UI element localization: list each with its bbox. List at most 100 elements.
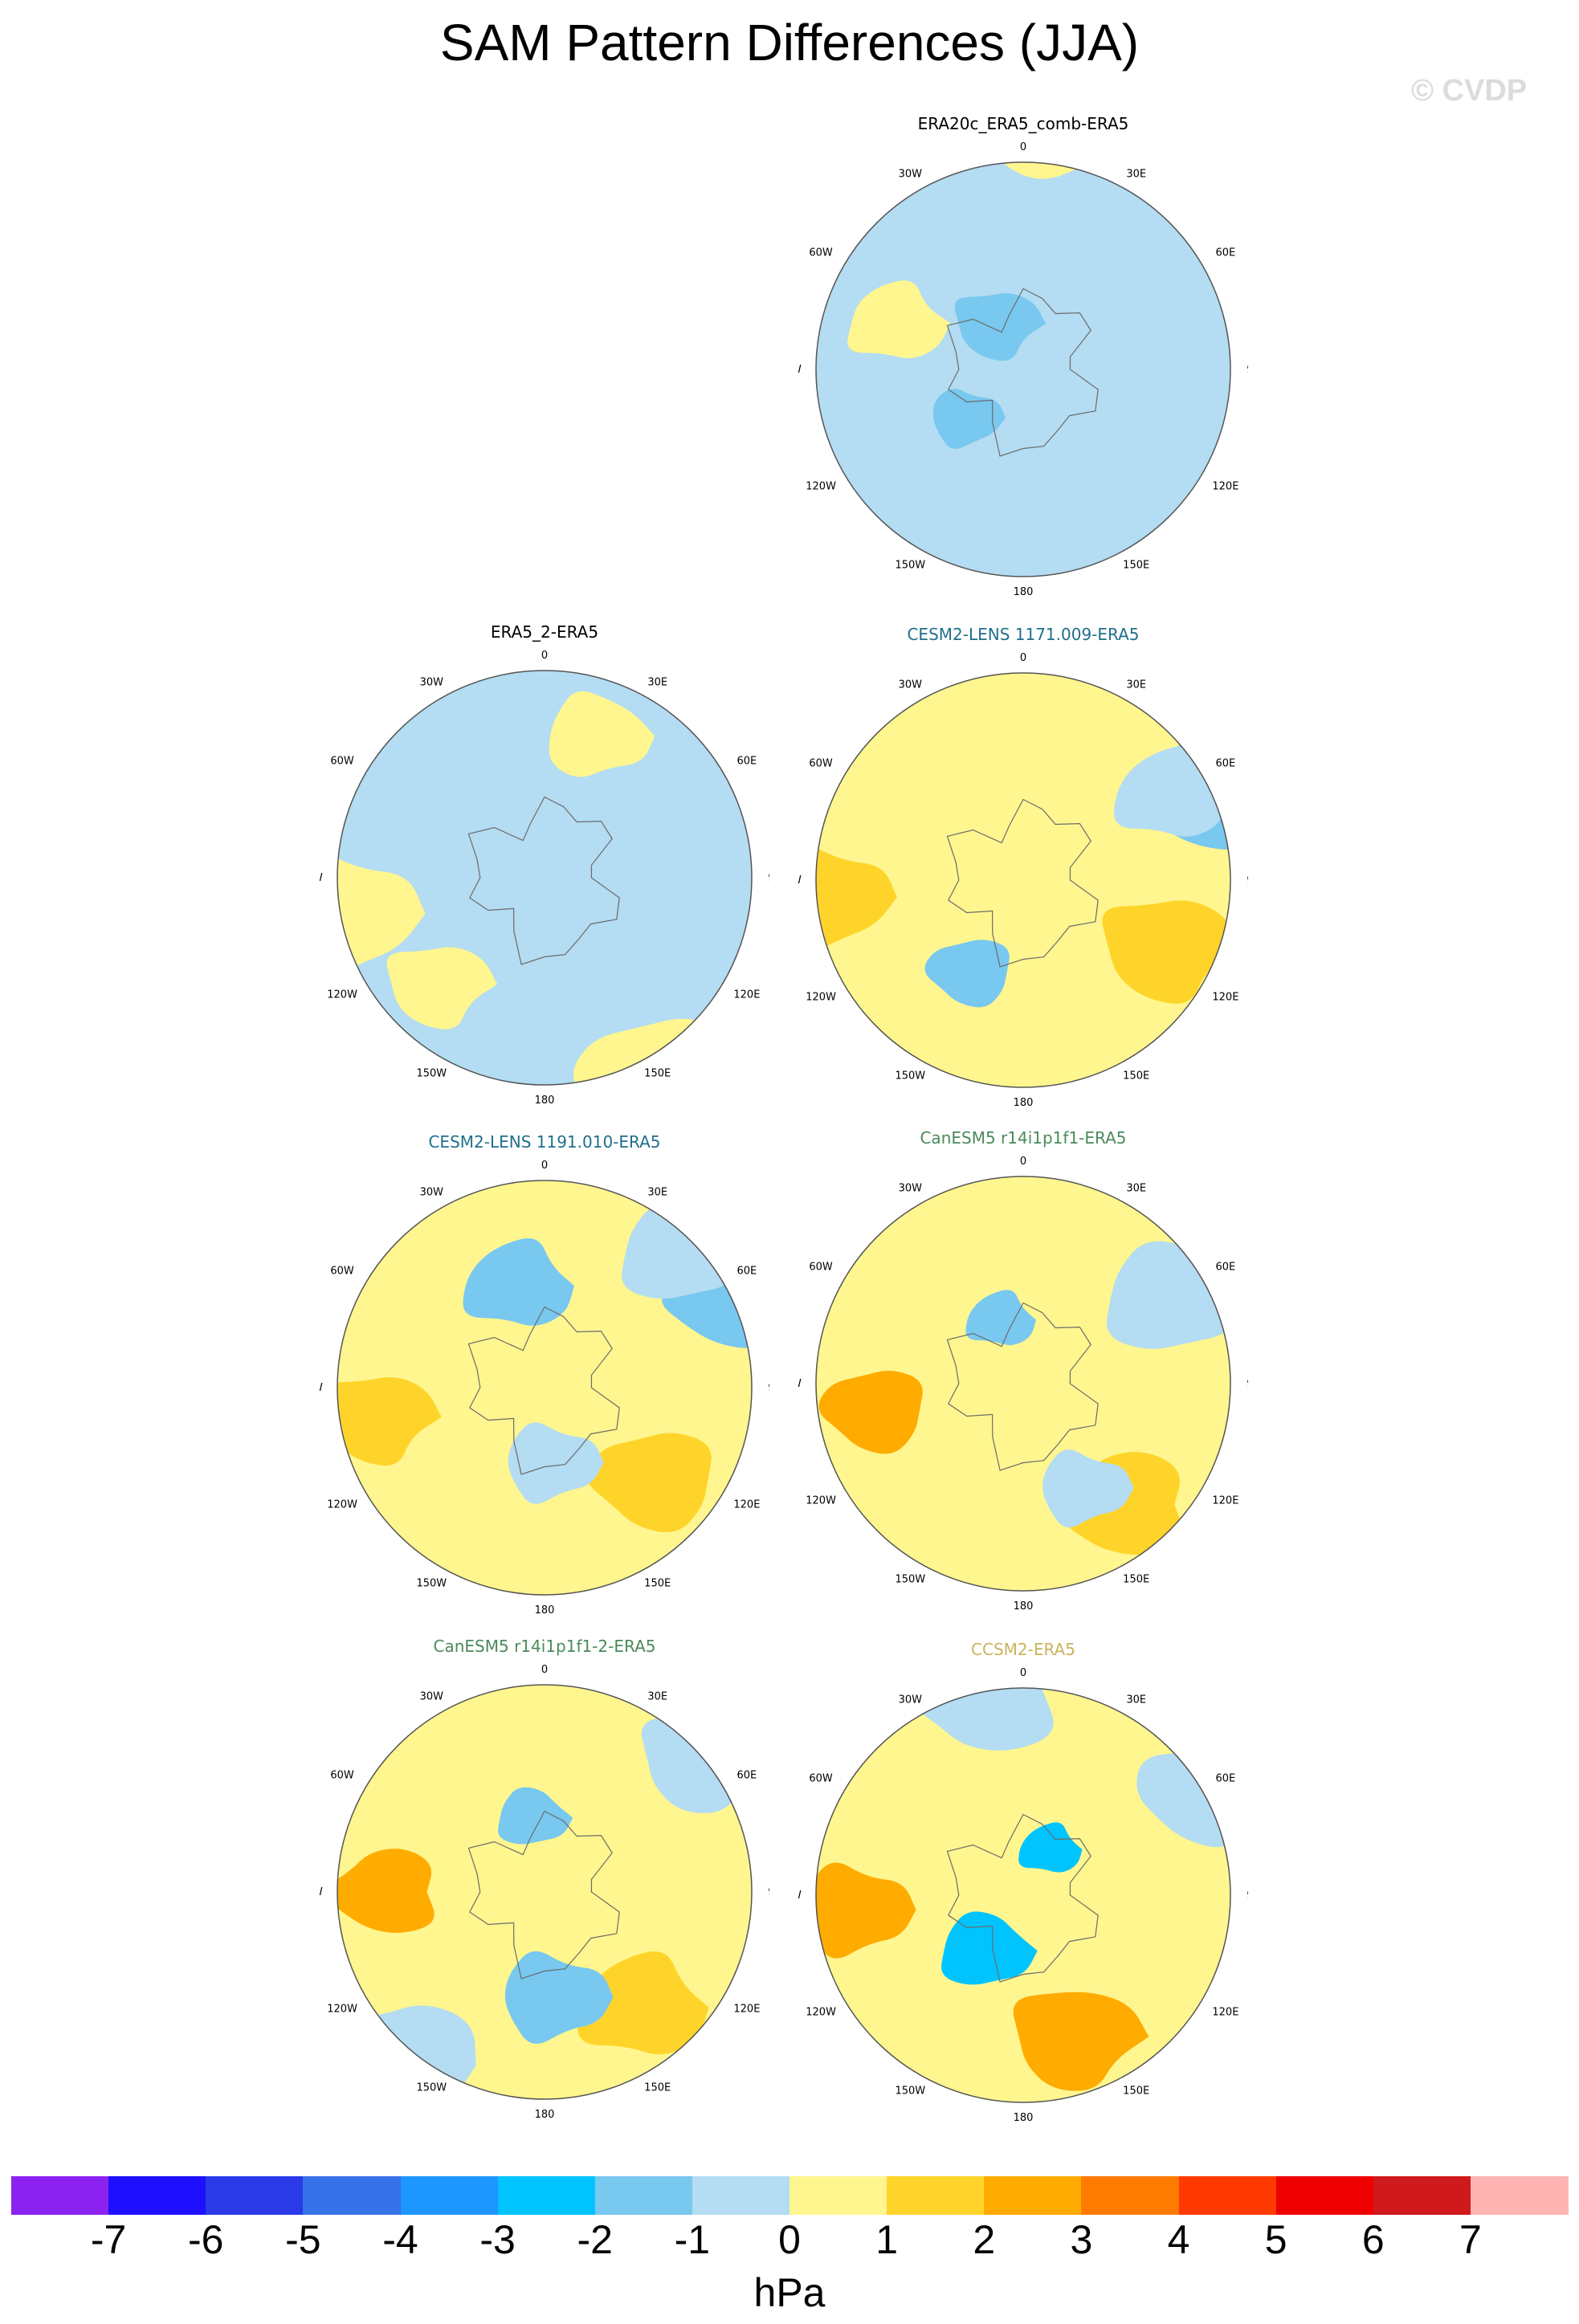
colorbar-box xyxy=(790,2176,887,2215)
colorbar-box xyxy=(887,2176,985,2215)
longitude-label: 120E xyxy=(1212,2006,1238,2018)
map-field xyxy=(816,673,1230,1087)
longitude-label: 60W xyxy=(809,247,833,259)
longitude-label: 180 xyxy=(1014,1600,1034,1610)
colorbar-tick-label: 5 xyxy=(1264,2217,1287,2262)
anomaly-region xyxy=(337,852,426,980)
background-level xyxy=(337,671,752,1085)
colorbar-box xyxy=(1178,2176,1277,2215)
colorbar xyxy=(11,2176,1569,2215)
background-level xyxy=(816,162,1230,577)
map-field xyxy=(816,162,1230,577)
longitude-label: 120W xyxy=(327,1498,357,1511)
map-boundary xyxy=(815,161,1231,577)
colorbar-box xyxy=(1470,2176,1569,2215)
longitude-label: 60W xyxy=(330,1770,354,1782)
longitude-label: 60E xyxy=(737,756,757,768)
antarctica-coastline xyxy=(946,1302,1099,1471)
anomaly-region xyxy=(463,1237,574,1326)
antarctica-coastline xyxy=(946,287,1099,457)
longitude-label: 150E xyxy=(1123,1574,1149,1586)
longitude-label: 60W xyxy=(809,1262,833,1274)
panel-title: CCSM2-ERA5 xyxy=(971,1640,1075,1659)
longitude-label: 180 xyxy=(535,1095,555,1104)
colorbar-labels: -7 -6 -5 -4 -3 -2 -1 0 1 2 3 4 5 6 7 xyxy=(11,2216,1568,2265)
longitude-label: 120E xyxy=(733,1498,760,1511)
longitude-label: 150E xyxy=(644,1578,671,1590)
panel-canesm5-r14-2: CanESM5 r14i1p1f1-2-ERA5 0 30E 60E 90E 120E 1… xyxy=(320,1637,769,2118)
longitude-label: 90W xyxy=(798,875,802,887)
colorbar-tick-label: 7 xyxy=(1459,2217,1482,2262)
longitude-label: 30E xyxy=(1126,1182,1146,1194)
anomaly-region xyxy=(337,2005,476,2099)
colorbar-box xyxy=(206,2176,304,2215)
longitude-label: 90E xyxy=(1246,364,1248,376)
anomaly-region xyxy=(587,1433,712,1533)
panel-era20c-era5-comb: ERA20c_ERA5_comb-ERA5 0 30E 60E 90E 120E 150E… xyxy=(798,114,1248,596)
colorbar-tick-label: 0 xyxy=(778,2217,801,2262)
map-boundary xyxy=(337,670,753,1086)
longitude-label: 120W xyxy=(806,2006,836,2018)
colorbar-box xyxy=(497,2176,596,2215)
polar-map: 0 30E 60E 90E 120E 150E 180 150W 120W 90W 60W 30W xyxy=(320,650,769,1104)
longitude-label: 150W xyxy=(416,2082,447,2094)
colorbar-box xyxy=(1081,2176,1179,2215)
longitude-label: 0 xyxy=(541,1664,548,1676)
anomaly-region xyxy=(932,389,1006,449)
longitude-label: 90E xyxy=(1246,875,1248,887)
anomaly-region xyxy=(816,847,897,951)
longitude-label: 60E xyxy=(737,1266,757,1278)
colorbar-tick-label: 1 xyxy=(875,2217,899,2262)
longitude-label: 150W xyxy=(895,560,925,572)
anomaly-region xyxy=(498,1787,573,1845)
colorbar-box xyxy=(1373,2176,1471,2215)
longitude-label: 120W xyxy=(327,989,357,1001)
antarctica-coastline xyxy=(467,1810,620,1979)
map-field xyxy=(816,1688,1230,2102)
longitude-label: 120E xyxy=(733,989,760,1001)
map-boundary xyxy=(815,1176,1231,1592)
map-field xyxy=(337,1180,752,1595)
panel-cesm2-lens-1171: CESM2-LENS 1171.009-ERA5 0 30E 60E 90E 120E 1… xyxy=(798,625,1248,1107)
anomaly-region xyxy=(1042,1449,1134,1527)
panel-cesm2-lens-1191: CESM2-LENS 1191.010-ERA5 0 30E 60E 90E 120E 1… xyxy=(320,1132,769,1614)
longitude-label: 150W xyxy=(416,1578,447,1590)
longitude-label: 90E xyxy=(768,1382,769,1394)
panel-title: CESM2-LENS 1191.010-ERA5 xyxy=(428,1132,661,1152)
longitude-label: 120W xyxy=(327,2003,357,2015)
longitude-label: 30W xyxy=(899,679,923,691)
longitude-label: 30E xyxy=(647,1690,667,1702)
longitude-label: 120W xyxy=(806,480,836,492)
longitude-label: 150E xyxy=(1123,560,1149,572)
anomaly-region xyxy=(577,1951,709,2055)
colorbar-box xyxy=(594,2176,693,2215)
panel-ccsm2: CCSM2-ERA5 0 30E 60E 90E 120E 150E 180 150W 120W… xyxy=(798,1640,1248,2122)
longitude-label: 60E xyxy=(1216,1262,1236,1274)
map-boundary xyxy=(815,672,1231,1088)
longitude-label: 0 xyxy=(541,650,548,662)
longitude-label: 120E xyxy=(1212,480,1238,492)
anomaly-region xyxy=(954,293,1047,361)
anomaly-region xyxy=(386,947,498,1029)
longitude-label: 90W xyxy=(798,364,802,376)
longitude-label: 30W xyxy=(899,1694,923,1706)
colorbar-tick-label: -2 xyxy=(577,2217,613,2262)
longitude-label: 60E xyxy=(1216,1773,1236,1785)
map-field xyxy=(337,671,752,1085)
longitude-label: 90W xyxy=(320,872,323,884)
longitude-label: 60W xyxy=(809,758,833,770)
longitude-label: 60E xyxy=(1216,247,1236,259)
polar-map: 0 30E 60E 90E 120E 150E 180 150W 120W 90W 60W 30W xyxy=(798,141,1248,596)
colorbar-box xyxy=(11,2176,109,2215)
map-boundary xyxy=(337,1180,753,1596)
longitude-label: 90E xyxy=(768,1886,769,1898)
longitude-label: 150E xyxy=(1123,1070,1149,1082)
longitude-label: 0 xyxy=(1020,652,1026,664)
panel-title: ERA20c_ERA5_comb-ERA5 xyxy=(917,114,1129,133)
longitude-label: 120E xyxy=(1212,1494,1238,1507)
longitude-label: 120W xyxy=(806,991,836,1003)
longitude-label: 180 xyxy=(535,2109,555,2118)
map-field xyxy=(816,1176,1230,1591)
longitude-label: 30W xyxy=(420,1690,444,1702)
colorbar-box xyxy=(400,2176,499,2215)
